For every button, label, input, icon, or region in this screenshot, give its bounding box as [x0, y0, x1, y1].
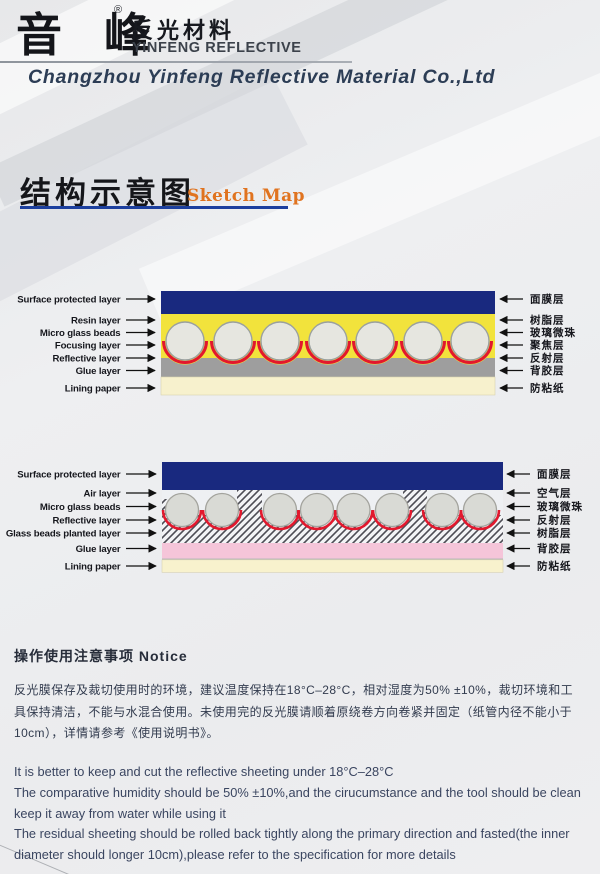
notice-heading-en: Notice [138, 648, 188, 664]
layer-label: 防粘纸 [530, 382, 565, 395]
notice-paragraph-cn: 反光膜保存及裁切使用时的环境，建议温度保持在18°C–28°C，相对湿度为50%… [14, 680, 592, 745]
notice-en-line: It is better to keep and cut the reflect… [14, 764, 394, 779]
layer-label: 树脂层 [530, 314, 565, 327]
diagram2-right-labels: 面膜层 空气层 玻璃微珠 反射层 树脂层 背胶层 防粘纸 [537, 468, 583, 573]
sketch-diagram-1: Surface protected layer Resin layer Micr… [17, 291, 576, 396]
lining-paper-layer [160, 376, 496, 396]
layer-label: Micro glass beads [40, 328, 121, 339]
layer-label: Lining paper [65, 562, 121, 573]
notice-cn-line: 具保持清洁，不能与水混合使用。未使用完的反光膜请顺着原绕卷方向卷紧并固定（纸管内… [14, 704, 573, 719]
section-title-underline [20, 206, 288, 209]
notice-en-line: The residual sheeting should be rolled b… [14, 826, 570, 842]
glue-layer [161, 358, 495, 377]
layer-label: 面膜层 [530, 293, 565, 306]
layer-label: Reflective layer [53, 516, 121, 527]
section-title-en: Sketch Map [187, 186, 306, 206]
layer-label: 背胶层 [530, 364, 565, 377]
layer-label: 玻璃微珠 [537, 500, 583, 513]
glue-layer [162, 543, 503, 559]
layer-label: 反射层 [530, 352, 565, 365]
brand-logo-cn: 音 峰 [16, 8, 164, 62]
notice-paragraph-en: It is better to keep and cut the reflect… [14, 762, 594, 866]
arrow-left-icon [506, 469, 530, 571]
notice-heading-cn: 操作使用注意事项 [14, 648, 134, 664]
arrow-right-icon [126, 294, 156, 393]
arrow-left-icon [499, 294, 523, 393]
layer-label: 防粘纸 [537, 560, 572, 573]
notice-en-line: The comparative humidity should be 50% ±… [14, 784, 581, 800]
diagram1-right-labels: 面膜层 树脂层 玻璃微珠 聚焦层 反射层 背胶层 防粘纸 [529, 293, 576, 395]
layer-label: Glue layer [76, 366, 121, 377]
lining-paper-layer [161, 559, 504, 573]
arrow-right-icon [126, 469, 157, 571]
layer-label: Lining paper [65, 384, 121, 395]
diagram2-left-labels: Surface protected layer Air layer Micro … [6, 470, 121, 573]
layer-label: Reflective layer [53, 354, 121, 365]
layer-label: 聚焦层 [529, 339, 565, 352]
notice-en-line: keep it away from water while using it [14, 805, 226, 821]
layer-label: 背胶层 [537, 542, 572, 555]
diagram1-glass-beads [165, 321, 490, 361]
layer-label: Glue layer [76, 544, 121, 555]
layer-label: Surface protected layer [17, 295, 121, 306]
company-name: Changzhou Yinfeng Reflective Material Co… [28, 66, 496, 88]
diagram2-lower-layers [161, 543, 504, 573]
brand-subtitle-en: YINFENG REFLECTIVE [132, 40, 302, 56]
layer-label: 反射层 [537, 514, 572, 527]
notice-en-line: diameter should longer 10cm),please refe… [14, 847, 456, 863]
diagram2-glass-beads [164, 492, 498, 528]
sketch-diagram-2: Surface protected layer Air layer Micro … [6, 462, 583, 573]
layer-label: 空气层 [537, 487, 572, 500]
layer-label: Glass beads planted layer [6, 529, 121, 540]
layer-label: Focusing layer [55, 341, 121, 352]
layer-label: 树脂层 [537, 527, 572, 540]
notice-cn-line: 10cm），详情请参考《使用说明书》。 [14, 726, 219, 740]
header-divider [0, 61, 352, 63]
surface-protected-layer [162, 462, 503, 490]
layer-label: 面膜层 [537, 468, 572, 481]
diagram1-reflective-arcs [162, 340, 493, 364]
surface-protected-layer [161, 291, 495, 314]
layer-label: Micro glass beads [40, 502, 121, 513]
diagram2-reflective-arcs [161, 509, 501, 531]
layer-label: Air layer [83, 489, 120, 500]
notice-cn-line: 反光膜保存及裁切使用时的环境，建议温度保持在18°C–28°C，相对湿度为50%… [14, 683, 574, 697]
layer-label: Surface protected layer [17, 470, 121, 481]
registered-trademark-icon: ® [114, 4, 123, 16]
brand-subtitle-cn: 反光材料 [131, 18, 236, 43]
layer-label: 玻璃微珠 [530, 326, 576, 339]
layer-label: Resin layer [71, 316, 121, 327]
diagram1-left-labels: Surface protected layer Resin layer Micr… [17, 295, 121, 395]
notice-heading: 操作使用注意事项 Notice [14, 646, 188, 666]
